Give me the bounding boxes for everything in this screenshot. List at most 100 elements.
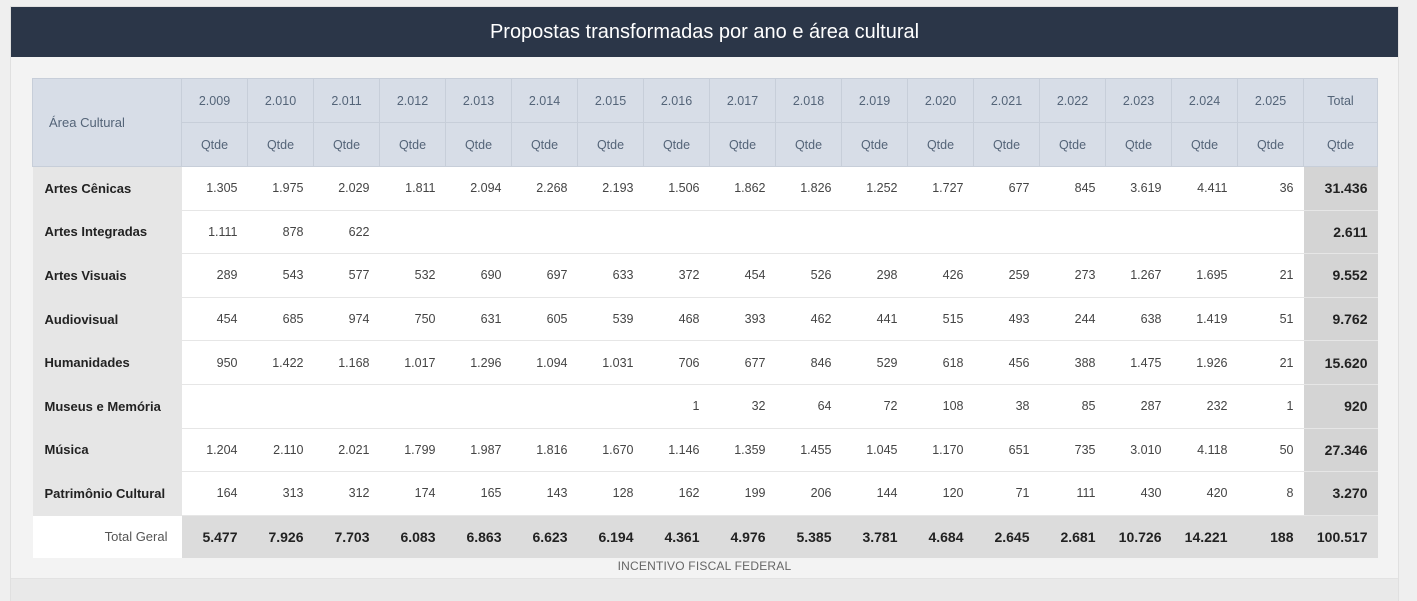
value-cell: 4.411	[1171, 166, 1238, 211]
table-row: Audiovisual 454 685 974 750 631 605 539 468 393 46…	[32, 297, 1378, 342]
value-cell: 1	[1237, 384, 1304, 429]
value-cell: 468	[643, 297, 710, 342]
header-qtde: Qtde	[973, 122, 1040, 167]
value-cell: 1.816	[511, 428, 578, 473]
value-cell: 38	[973, 384, 1040, 429]
value-cell: 532	[379, 253, 446, 298]
header-year: 2.014	[511, 78, 578, 123]
value-cell: 1.170	[907, 428, 974, 473]
value-cell: 1.422	[247, 340, 314, 385]
value-cell: 143	[511, 471, 578, 516]
value-cell: 21	[1237, 253, 1304, 298]
total-value-cell: 5.385	[775, 514, 842, 558]
total-value-cell: 6.863	[445, 514, 512, 558]
value-cell: 162	[643, 471, 710, 516]
value-cell: 735	[1039, 428, 1106, 473]
value-cell: 456	[973, 340, 1040, 385]
value-cell: 605	[511, 297, 578, 342]
area-name-cell: Artes Integradas	[32, 210, 182, 255]
value-cell: 631	[445, 297, 512, 342]
total-value-cell: 4.361	[643, 514, 710, 558]
value-cell: 426	[907, 253, 974, 298]
value-cell: 32	[709, 384, 776, 429]
value-cell: 1.045	[841, 428, 908, 473]
value-cell: 50	[1237, 428, 1304, 473]
total-value-cell: 6.194	[577, 514, 644, 558]
value-cell: 539	[577, 297, 644, 342]
value-cell: 950	[181, 340, 248, 385]
value-cell: 1.926	[1171, 340, 1238, 385]
total-value-cell: 10.726	[1105, 514, 1172, 558]
value-cell: 1.455	[775, 428, 842, 473]
value-cell: 21	[1237, 340, 1304, 385]
total-value-cell: 6.083	[379, 514, 446, 558]
value-cell: 206	[775, 471, 842, 516]
value-cell: 430	[1105, 471, 1172, 516]
value-cell: 232	[1171, 384, 1238, 429]
value-cell: 618	[907, 340, 974, 385]
header-qtde: Qtde	[907, 122, 974, 167]
value-cell: 690	[445, 253, 512, 298]
total-value-cell: 5.477	[181, 514, 248, 558]
value-cell: 651	[973, 428, 1040, 473]
data-table-container: Área Cultural 2.009 2.010 2.011 2.012 2.013 2.…	[32, 78, 1378, 558]
area-name-cell: Música	[32, 428, 182, 473]
header-qtde: Qtde	[511, 122, 578, 167]
value-cell: 1.204	[181, 428, 248, 473]
total-value-cell: 4.684	[907, 514, 974, 558]
value-cell: 108	[907, 384, 974, 429]
table-row: Artes Visuais 289 543 577 532 690 697 633 372 454…	[32, 253, 1378, 298]
table-row: Música 1.204 2.110 2.021 1.799 1.987 1.816 1.67…	[32, 428, 1378, 473]
value-cell	[1105, 210, 1172, 255]
value-cell: 622	[313, 210, 380, 255]
value-cell: 515	[907, 297, 974, 342]
header-total: Total	[1303, 78, 1378, 123]
value-cell: 4.118	[1171, 428, 1238, 473]
row-total-cell: 27.346	[1303, 428, 1378, 473]
value-cell: 543	[247, 253, 314, 298]
header-year: 2.010	[247, 78, 314, 123]
header-qtde: Qtde	[1237, 122, 1304, 167]
value-cell: 312	[313, 471, 380, 516]
value-cell: 1.252	[841, 166, 908, 211]
value-cell: 3.010	[1105, 428, 1172, 473]
value-cell: 1.031	[577, 340, 644, 385]
value-cell: 1.475	[1105, 340, 1172, 385]
value-cell: 273	[1039, 253, 1106, 298]
row-total-cell: 9.762	[1303, 297, 1378, 342]
value-cell: 120	[907, 471, 974, 516]
value-cell: 111	[1039, 471, 1106, 516]
header-qtde: Qtde	[1303, 122, 1378, 167]
header-qtde: Qtde	[313, 122, 380, 167]
header-qtde: Qtde	[1105, 122, 1172, 167]
value-cell: 577	[313, 253, 380, 298]
header-year: 2.025	[1237, 78, 1304, 123]
value-cell: 71	[973, 471, 1040, 516]
header-qtde: Qtde	[841, 122, 908, 167]
footer-label: INCENTIVO FISCAL FEDERAL	[617, 559, 792, 573]
header-year: 2.022	[1039, 78, 1106, 123]
row-total-cell: 15.620	[1303, 340, 1378, 385]
value-cell	[511, 210, 578, 255]
value-cell: 845	[1039, 166, 1106, 211]
total-value-cell: 3.781	[841, 514, 908, 558]
header-qtde: Qtde	[445, 122, 512, 167]
header-qtde: Qtde	[181, 122, 248, 167]
header-area-cultural: Área Cultural	[32, 78, 182, 167]
total-geral-row: Total Geral 5.477 7.926 7.703 6.083 6.863 6.62…	[32, 514, 1378, 558]
value-cell: 493	[973, 297, 1040, 342]
value-cell	[577, 210, 644, 255]
value-cell: 633	[577, 253, 644, 298]
value-cell: 144	[841, 471, 908, 516]
table-row: Artes Integradas 1.111 878 622 2.611	[32, 210, 1378, 255]
value-cell: 526	[775, 253, 842, 298]
header-qtde: Qtde	[775, 122, 842, 167]
grand-total-cell: 100.517	[1303, 514, 1378, 558]
report-panel: Propostas transformadas por ano e área c…	[10, 6, 1399, 601]
header-year: 2.012	[379, 78, 446, 123]
value-cell	[643, 210, 710, 255]
value-cell	[511, 384, 578, 429]
value-cell	[841, 210, 908, 255]
row-total-cell: 3.270	[1303, 471, 1378, 516]
value-cell	[1039, 210, 1106, 255]
